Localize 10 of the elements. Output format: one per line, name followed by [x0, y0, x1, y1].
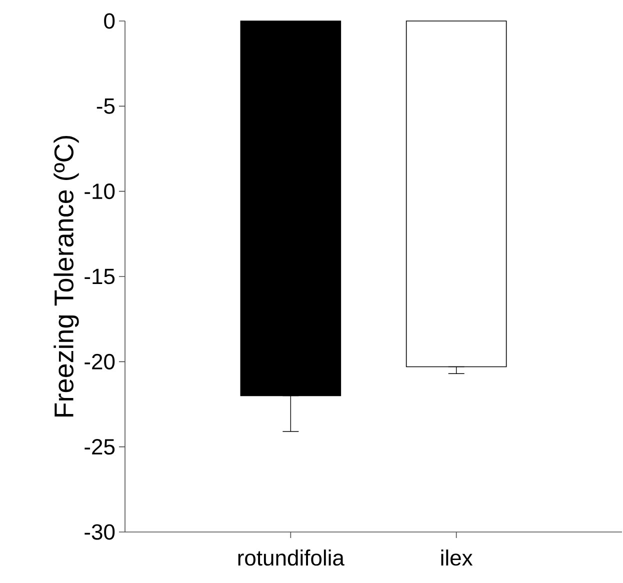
y-tick-label: 0 [104, 13, 115, 29]
y-tick-label: -15 [84, 268, 115, 284]
y-tick-label: -10 [84, 184, 115, 200]
y-tick-label: -20 [84, 354, 115, 370]
y-tick-label: -30 [84, 524, 115, 540]
y-tick-label: -25 [84, 439, 115, 455]
x-tick-label: ilex [441, 550, 473, 566]
y-axis-title: Freezing Tolerance (ºC) [54, 136, 79, 417]
y-tick-label: -5 [96, 98, 115, 114]
x-tick-label: rotundifolia [238, 550, 344, 566]
